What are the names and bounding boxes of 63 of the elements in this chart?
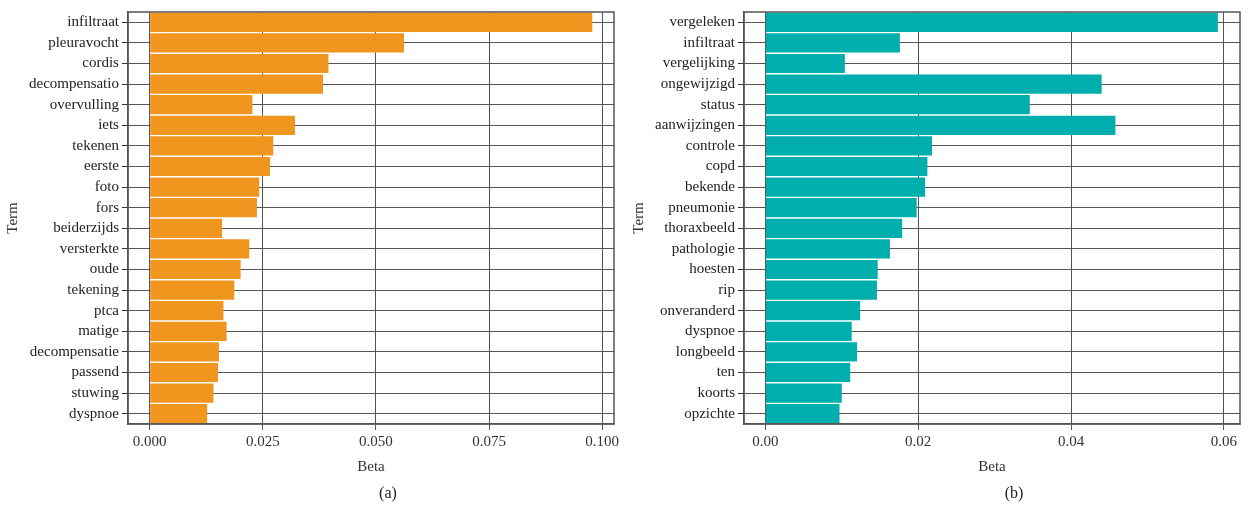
y-tick-label: stuwing — [71, 384, 120, 401]
y-tick-label: beiderzijds — [53, 219, 120, 236]
y-tick-label: dyspnoe — [684, 322, 736, 339]
y-tick-label: opzichte — [684, 404, 736, 421]
x-tick-label: 0.06 — [1210, 432, 1238, 449]
x-tick-label: 0.000 — [132, 432, 167, 449]
x-tick-label: 0.100 — [585, 432, 620, 449]
y-tick-label: pneumonie — [668, 198, 736, 215]
y-tick-label: infiltraat — [683, 33, 736, 50]
y-tick-label: rip — [718, 281, 735, 298]
y-tick-label: tekening — [67, 281, 120, 298]
y-tick-label: ongewijzigd — [660, 75, 736, 92]
text: (b) — [1003, 484, 1025, 502]
y-tick-label: pleuravocht — [48, 33, 120, 50]
y-axis-title: Term — [629, 201, 646, 234]
y-tick-label: ptca — [93, 301, 120, 318]
y-tick-label: fors — [95, 198, 120, 215]
y-tick-label: matige — [78, 322, 120, 339]
y-axis-title: Term — [3, 201, 20, 234]
y-tick-label: tekenen — [72, 136, 120, 153]
bar — [765, 362, 851, 383]
y-tick-label: copd — [705, 157, 736, 174]
bar — [150, 362, 219, 383]
bar — [150, 259, 241, 280]
x-tick-label: 0.02 — [905, 432, 932, 449]
y-tick-label: ten — [716, 363, 736, 380]
y-tick-label: aanwijzingen — [655, 116, 736, 133]
y-tick-label: hoesten — [689, 260, 736, 277]
text: (a) — [378, 484, 398, 502]
y-tick-label: decompensatie — [29, 342, 120, 359]
x-tick-label: 0.025 — [245, 432, 280, 449]
y-tick-label: iets — [98, 116, 120, 133]
y-tick-label: status — [700, 95, 736, 112]
y-tick-label: infiltraat — [67, 13, 120, 30]
y-tick-label: decompensatio — [28, 75, 119, 92]
y-tick-label: passend — [71, 363, 120, 380]
y-tick-label: oude — [89, 260, 120, 277]
y-tick-label: longbeeld — [675, 342, 736, 359]
bar — [765, 156, 928, 177]
y-tick-label: onveranderd — [660, 301, 736, 318]
y-tick-label: bekende — [684, 178, 736, 195]
y-tick-label: thoraxbeeld — [664, 219, 736, 236]
y-tick-label: koorts — [697, 384, 736, 401]
y-tick-label: versterkte — [59, 239, 120, 256]
y-tick-label: controle — [685, 136, 736, 153]
x-tick-label: 0.075 — [472, 432, 506, 449]
y-tick-label: pathologie — [671, 239, 736, 256]
x-axis-title: Beta — [978, 457, 1007, 474]
bar — [765, 259, 878, 280]
y-tick-label: vergeleken — [669, 13, 736, 30]
x-tick-label: 0.050 — [359, 432, 393, 449]
bar — [765, 53, 845, 74]
bar — [150, 53, 329, 74]
x-tick-label: 0.00 — [752, 432, 779, 449]
y-tick-label: foto — [94, 178, 119, 195]
y-tick-label: dyspnoe — [68, 404, 120, 421]
x-tick-label: 0.04 — [1057, 432, 1085, 449]
bar — [150, 156, 271, 177]
x-axis-title: Beta — [357, 457, 386, 474]
y-tick-label: overvulling — [49, 95, 120, 112]
y-tick-label: cordis — [82, 54, 120, 71]
y-tick-label: eerste — [83, 157, 120, 174]
y-tick-label: vergelijking — [662, 54, 736, 71]
